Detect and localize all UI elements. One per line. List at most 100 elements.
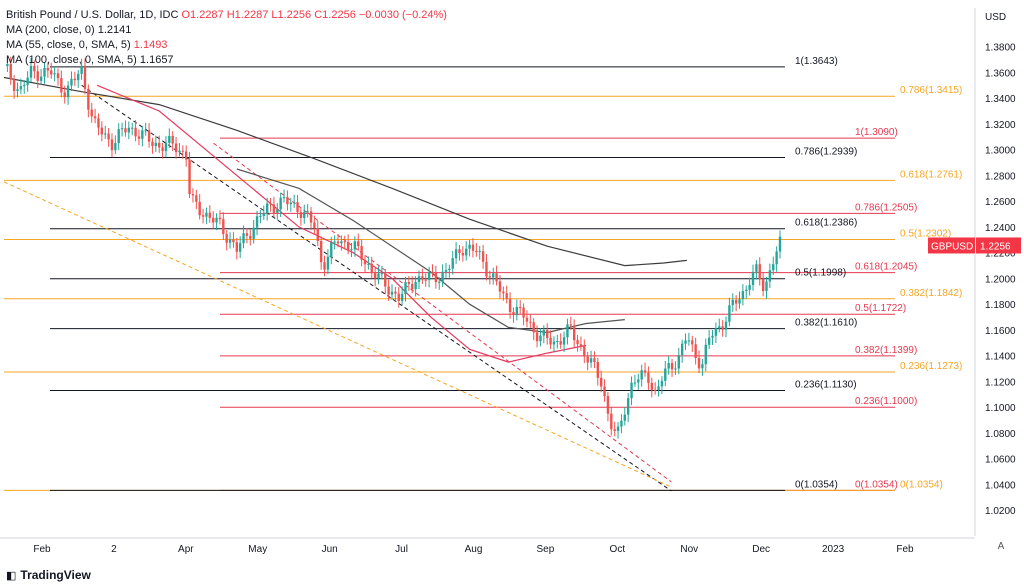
x-tick-label: 2 [111, 544, 117, 555]
candle-body [626, 398, 630, 415]
candle-body [394, 291, 397, 294]
candle-body [316, 228, 319, 242]
fib-level-label: 0(1.0354) [795, 479, 838, 490]
candle-body [137, 136, 141, 139]
candle-body [330, 242, 333, 257]
candle-body [660, 380, 664, 387]
legend-ma100-row: MA (100, close, 0, SMA, 5) 1.1657 [6, 53, 447, 68]
footer: ◧ TradingView [6, 568, 91, 582]
candle-body [414, 281, 417, 290]
candle-body [100, 127, 104, 135]
ma55-label: MA (55, close, 0, SMA, 5) [6, 39, 131, 51]
symbol-label: GBPUSD [931, 241, 973, 252]
candle-body [647, 372, 650, 383]
candle-body [70, 78, 73, 86]
candle-body [569, 324, 573, 326]
legend-open: O1.2287 [181, 9, 224, 21]
candle-body [421, 276, 424, 280]
x-tick-label: Aug [465, 544, 483, 555]
candle-body [340, 241, 343, 244]
candle-body [292, 202, 296, 204]
candle-body [599, 377, 603, 387]
trendline [213, 142, 672, 483]
candle-body [350, 249, 353, 251]
candle-body [694, 344, 697, 358]
moving-averages [3, 76, 687, 363]
candle-body [653, 389, 657, 391]
y-tick-label: 1.1600 [985, 326, 1016, 337]
candle-body [255, 216, 259, 228]
y-tick-label: 1.2000 [985, 274, 1016, 285]
y-axis: USD 1.3800 1.3600 1.3400 1.3200 1.3000 1.2800 1… [928, 8, 1021, 536]
fib-level-label: 1(1.3643) [795, 56, 838, 67]
candle-body [525, 317, 529, 322]
candle-body [390, 291, 394, 295]
candle-body [39, 76, 43, 81]
candle-body [718, 326, 721, 329]
candle-body [707, 337, 711, 345]
candle-body [778, 236, 782, 252]
candle-body [127, 127, 131, 133]
candle-body [367, 263, 370, 265]
candle-body [171, 135, 174, 144]
fibonacci-levels: 1(1.3643) 0.786(1.3415) 1(1.3090) 0.786(1.2… [4, 56, 962, 491]
x-tick-label: Feb [33, 544, 51, 555]
y-tick-label: 1.0600 [985, 455, 1016, 466]
candle-body [235, 242, 238, 252]
candle-body [606, 396, 610, 414]
candle-body [670, 363, 674, 370]
candle-body [208, 212, 212, 218]
candle-body [191, 194, 195, 196]
candle-body [471, 244, 475, 251]
candle-body [117, 129, 120, 144]
auto-scale-button[interactable]: A [997, 541, 1005, 552]
candle-body [303, 211, 306, 218]
legend-title: British Pound / U.S. Dollar, 1D, IDC [6, 9, 179, 21]
candle-body [269, 203, 272, 205]
candle-body [441, 271, 444, 282]
candle-body [643, 370, 647, 373]
fib-level-label: 0.786(1.2939) [795, 147, 857, 158]
candle-body [451, 258, 454, 269]
candle-body [363, 259, 367, 265]
candle-body [50, 70, 53, 75]
legend-low: L1.2256 [271, 9, 312, 21]
candle-body [289, 202, 292, 205]
candle-body [174, 143, 178, 153]
candle-body [384, 273, 387, 287]
candle-body [704, 344, 707, 365]
ma55-value: 1.1493 [133, 39, 168, 51]
candle-body [63, 92, 66, 98]
last-price-label: 1.2256 [980, 241, 1011, 252]
candle-body [205, 212, 208, 217]
fib-level-label: 1(1.3090) [855, 127, 898, 138]
candle-body [400, 293, 404, 301]
legend-change: −0.0030 (−0.24%) [358, 9, 447, 21]
candle-body [515, 306, 519, 316]
fib-level-label: 0.382(1.1399) [855, 345, 917, 356]
fib-level-label: 0.786(1.3415) [900, 85, 962, 96]
candle-body [593, 358, 596, 362]
x-tick-label: Dec [752, 544, 770, 555]
candle-body [83, 65, 87, 89]
candle-body [46, 67, 50, 71]
candle-body [380, 273, 384, 275]
fib-level-label: 0.618(1.2386) [795, 218, 857, 229]
candle-body [498, 281, 502, 292]
candle-body [73, 78, 77, 81]
y-tick-label: 1.1200 [985, 377, 1016, 388]
candle-body [262, 213, 265, 216]
x-axis: Feb 2 Apr May Jun Jul Aug Sep Oct Nov Dec 2023 Feb [0, 537, 975, 555]
candle-body [542, 329, 546, 336]
candle-body [539, 335, 542, 342]
candle-body [559, 341, 562, 345]
candle-body [97, 118, 100, 128]
candle-body [687, 340, 691, 342]
candle-body [36, 71, 39, 81]
ma200-value: 1.2141 [97, 24, 132, 36]
candle-body [701, 364, 704, 369]
candle-body [512, 312, 515, 316]
candle-body [60, 78, 63, 93]
candle-body [286, 197, 289, 205]
candle-body [232, 239, 235, 243]
